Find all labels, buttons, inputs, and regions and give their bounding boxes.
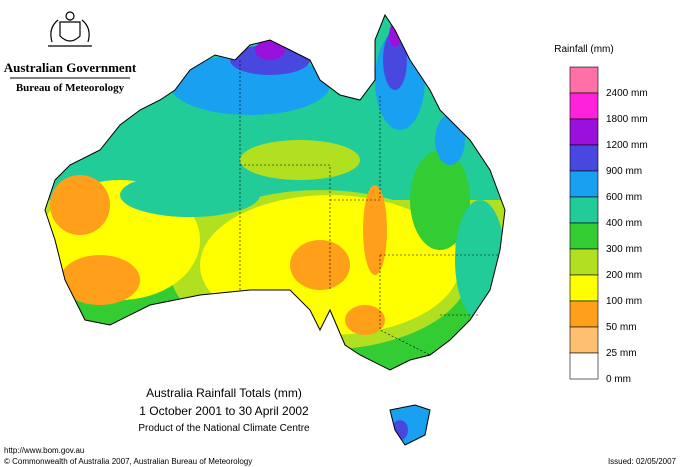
legend-label: 25 mm xyxy=(606,348,637,359)
state-borders xyxy=(239,60,500,356)
legend-label: 100 mm xyxy=(606,296,642,307)
bureau: Bureau of Meteorology xyxy=(16,82,125,94)
legend-swatch xyxy=(569,222,599,250)
coastline xyxy=(44,13,506,446)
copyright: © Commonwealth of Australia 2007, Austra… xyxy=(4,457,252,466)
legend-label: 400 mm xyxy=(606,218,642,229)
legend-swatch xyxy=(569,144,599,172)
legend-swatch xyxy=(569,66,599,94)
legend-label: 0 mm xyxy=(606,374,631,385)
legend-swatch xyxy=(569,300,599,328)
legend-label: 1200 mm xyxy=(606,140,648,151)
map-title: Australia Rainfall Totals (mm) xyxy=(146,386,302,400)
legend-label: 50 mm xyxy=(606,322,637,333)
legend-swatch xyxy=(569,196,599,224)
coat-of-arms xyxy=(48,11,92,47)
legend-label: 900 mm xyxy=(606,166,642,177)
map-period: 1 October 2001 to 30 April 2002 xyxy=(139,404,309,418)
legend-swatch xyxy=(569,170,599,198)
legend-swatch xyxy=(569,92,599,120)
website: http://www.bom.gov.au xyxy=(4,446,84,455)
legend-swatch xyxy=(569,274,599,302)
legend-label: 1800 mm xyxy=(606,114,648,125)
agency: Australian Government xyxy=(4,60,137,75)
map-credit: Product of the National Climate Centre xyxy=(138,423,310,434)
legend-title: Rainfall (mm) xyxy=(554,44,613,55)
legend-swatch xyxy=(569,352,599,380)
legend-swatch xyxy=(569,248,599,276)
legend-swatch xyxy=(569,326,599,354)
legend-label: 200 mm xyxy=(606,270,642,281)
legend-label: 300 mm xyxy=(606,244,642,255)
legend: 2400 mm 1800 mm 1200 mm 900 mm 600 mm 400 mm 3… xyxy=(569,66,648,385)
legend-label: 2400 mm xyxy=(606,88,648,99)
issued-date: Issued: 02/05/2007 xyxy=(608,457,677,466)
legend-label: 600 mm xyxy=(606,192,642,203)
legend-swatch xyxy=(569,118,599,146)
